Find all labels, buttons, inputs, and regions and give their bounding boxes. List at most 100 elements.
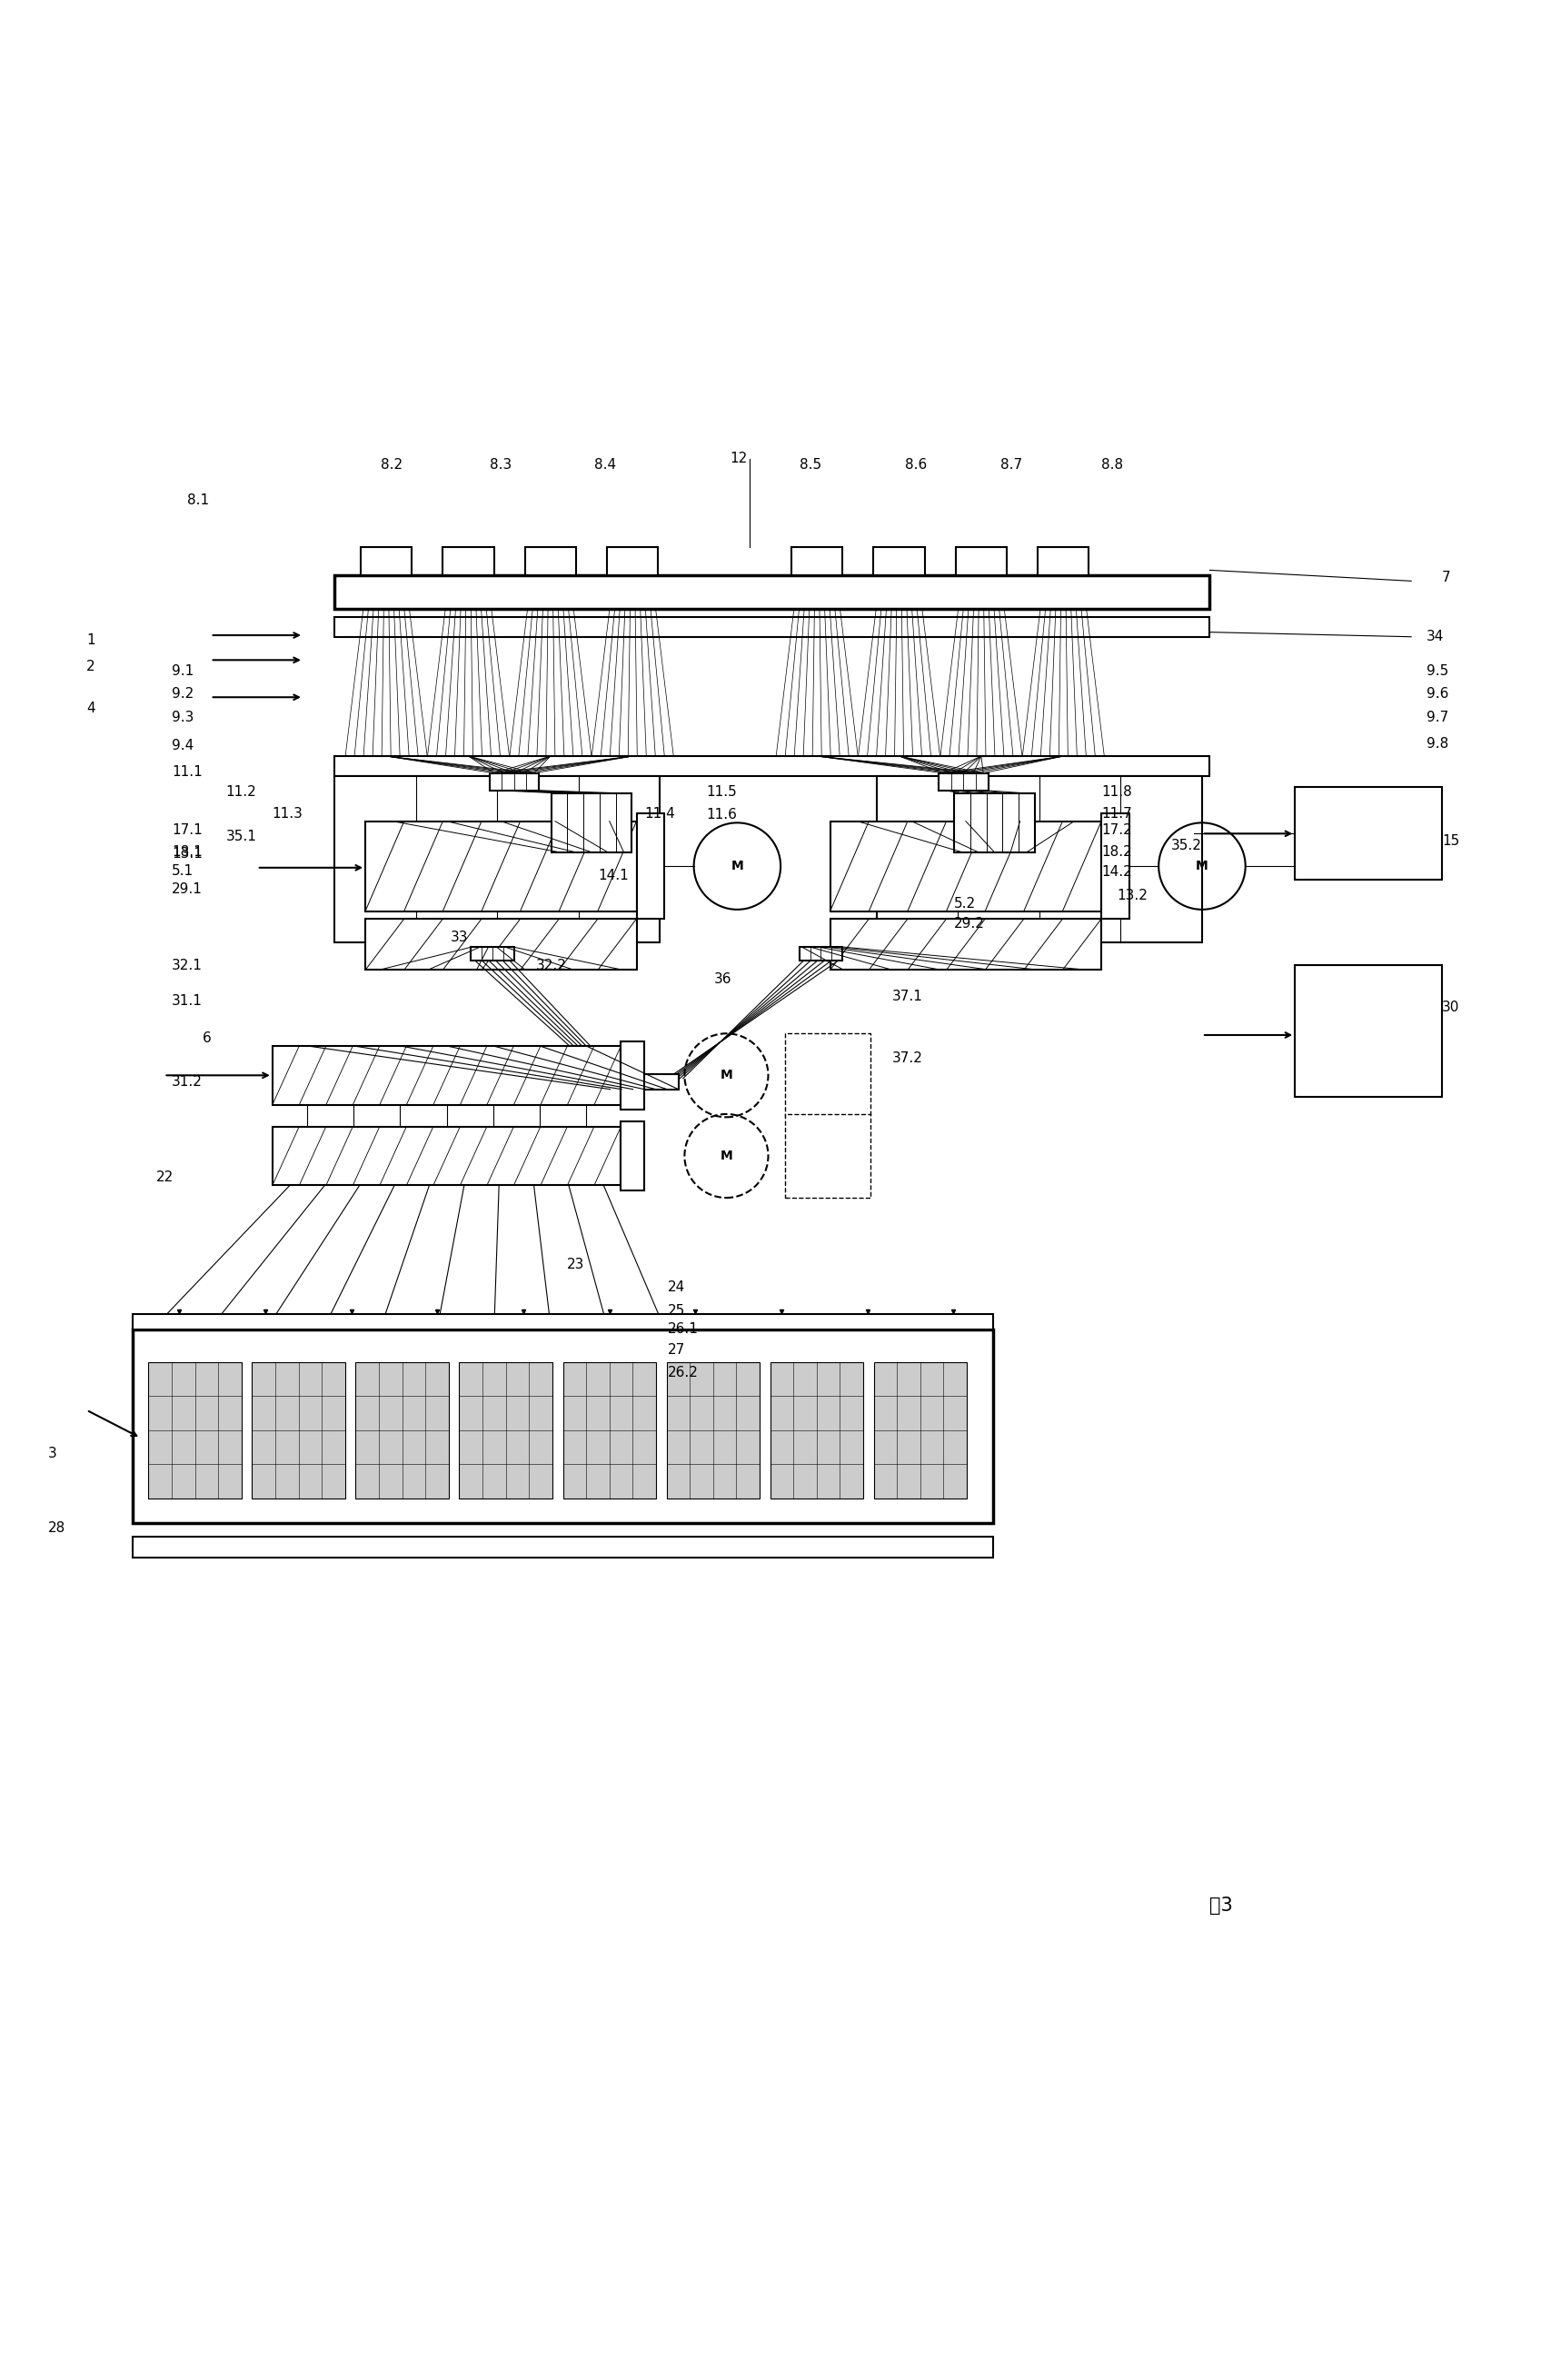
Bar [551, 793, 631, 852]
Text: 11.5: 11.5 [706, 785, 737, 800]
Text: 25: 25 [667, 1304, 684, 1319]
Bar [251, 1361, 344, 1499]
Bar [470, 947, 513, 962]
Text: 8.6: 8.6 [904, 457, 926, 471]
Text: 18.2: 18.2 [1101, 845, 1131, 859]
Text: 31.2: 31.2 [172, 1076, 202, 1088]
Bar [873, 1361, 966, 1499]
Text: 2: 2 [87, 659, 95, 674]
Text: 28: 28 [48, 1521, 65, 1535]
Text: 23: 23 [566, 1257, 585, 1271]
Text: M: M [720, 1150, 732, 1161]
Text: 12: 12 [729, 452, 746, 466]
Bar [360, 547, 411, 576]
Bar [1101, 814, 1129, 919]
Bar [333, 616, 1210, 638]
Text: 37.2: 37.2 [892, 1052, 923, 1066]
Text: 图3: 图3 [1210, 1897, 1233, 1916]
Bar [333, 776, 659, 942]
Bar [459, 1361, 552, 1499]
Bar [620, 1121, 644, 1190]
Text: 8.2: 8.2 [380, 457, 403, 471]
Text: 22: 22 [157, 1171, 174, 1185]
Text: 5.1: 5.1 [172, 864, 194, 878]
Bar [830, 821, 1101, 912]
Text: 9.4: 9.4 [172, 738, 194, 752]
Text: 11.2: 11.2 [226, 785, 256, 800]
Text: 33: 33 [450, 931, 468, 945]
Text: 11.8: 11.8 [1101, 785, 1131, 800]
Bar [333, 576, 1210, 609]
Bar [665, 1361, 758, 1499]
Text: 34: 34 [1425, 631, 1444, 643]
Bar [133, 1330, 993, 1523]
Text: 8.8: 8.8 [1101, 457, 1123, 471]
Text: 35.2: 35.2 [1171, 840, 1200, 852]
Text: 27: 27 [667, 1342, 684, 1357]
Text: 11.6: 11.6 [706, 809, 737, 821]
Text: M: M [720, 1069, 732, 1081]
Bar [620, 1040, 644, 1109]
Text: 26.2: 26.2 [667, 1366, 698, 1380]
Text: 1: 1 [87, 633, 95, 647]
Bar [563, 1361, 656, 1499]
Text: 8.7: 8.7 [1000, 457, 1022, 471]
Text: 32.2: 32.2 [535, 959, 566, 971]
Bar [830, 919, 1101, 971]
Bar [524, 547, 575, 576]
Text: 13.2: 13.2 [1117, 888, 1146, 902]
Text: 18.1: 18.1 [172, 845, 202, 859]
Bar [1038, 547, 1089, 576]
Text: 9.3: 9.3 [172, 712, 194, 724]
Text: 35.1: 35.1 [226, 831, 256, 843]
Text: 6: 6 [203, 1031, 211, 1045]
Text: 9.6: 9.6 [1425, 688, 1449, 702]
Text: 8.3: 8.3 [489, 457, 510, 471]
Text: 15: 15 [1441, 835, 1459, 847]
Bar [133, 1314, 993, 1330]
Text: 9.7: 9.7 [1425, 712, 1449, 724]
Text: 9.5: 9.5 [1425, 664, 1449, 678]
Text: 37.1: 37.1 [892, 990, 923, 1002]
Bar [1294, 788, 1441, 881]
Text: 4: 4 [87, 702, 95, 714]
Text: 3: 3 [48, 1447, 56, 1461]
Text: 26.1: 26.1 [667, 1323, 698, 1335]
Text: 17.1: 17.1 [172, 823, 202, 838]
Bar [606, 547, 658, 576]
Bar [149, 1361, 242, 1499]
Bar [876, 776, 1202, 942]
Text: 24: 24 [667, 1280, 684, 1295]
Bar [873, 547, 924, 576]
Bar [333, 757, 1210, 776]
Text: 8.1: 8.1 [188, 493, 209, 507]
Text: 13.1: 13.1 [172, 847, 202, 862]
Bar [799, 947, 842, 962]
Bar [364, 919, 636, 971]
Bar [938, 774, 988, 790]
Text: M: M [731, 859, 743, 873]
Bar [442, 547, 493, 576]
Text: 29.1: 29.1 [172, 883, 202, 897]
Text: 9.8: 9.8 [1425, 738, 1449, 750]
Bar [954, 793, 1035, 852]
Bar [791, 547, 842, 576]
Bar [273, 1126, 620, 1185]
Bar [636, 814, 664, 919]
Text: 17.2: 17.2 [1101, 823, 1131, 838]
Bar [769, 1361, 862, 1499]
Bar [489, 774, 538, 790]
Text: 32.1: 32.1 [172, 959, 202, 971]
Text: 14.2: 14.2 [1101, 866, 1131, 878]
Bar [273, 1045, 620, 1104]
Bar [610, 1073, 678, 1090]
Bar [785, 1033, 870, 1116]
Text: 11.7: 11.7 [1101, 807, 1131, 821]
Bar [955, 547, 1007, 576]
Bar [1294, 966, 1441, 1097]
Text: 8.5: 8.5 [799, 457, 820, 471]
Text: 7: 7 [1441, 571, 1450, 585]
Text: 36: 36 [713, 973, 731, 985]
Text: 11.1: 11.1 [172, 764, 202, 778]
Text: 8.4: 8.4 [594, 457, 616, 471]
